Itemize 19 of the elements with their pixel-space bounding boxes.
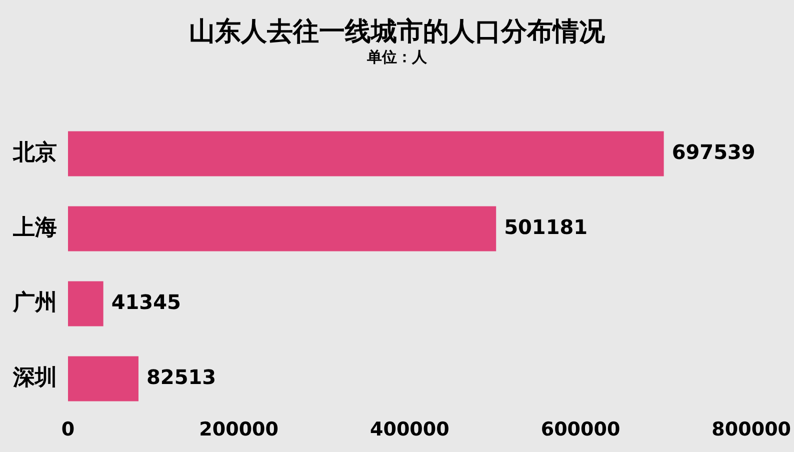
x-tick-label: 0 (61, 418, 75, 441)
bar (68, 281, 104, 326)
bar (68, 131, 664, 176)
chart-subtitle: 单位：人 (366, 48, 428, 67)
x-tick-label: 600000 (540, 418, 620, 441)
data-label: 41345 (111, 290, 181, 314)
x-tick-label: 800000 (712, 418, 792, 441)
x-tick-label: 200000 (199, 418, 278, 441)
bar (68, 356, 138, 402)
y-tick-label: 北京 (12, 139, 57, 166)
x-tick-label: 400000 (370, 418, 450, 441)
y-tick-label: 上海 (12, 215, 57, 240)
data-label: 82513 (146, 364, 216, 389)
data-label: 501181 (504, 214, 588, 239)
chart-title: 山东人去往一线城市的人口分布情况 (188, 16, 606, 49)
data-label: 697539 (672, 140, 756, 164)
y-tick-label: 广州 (12, 289, 57, 316)
y-tick-label: 深圳 (12, 365, 57, 390)
bar (68, 206, 496, 252)
